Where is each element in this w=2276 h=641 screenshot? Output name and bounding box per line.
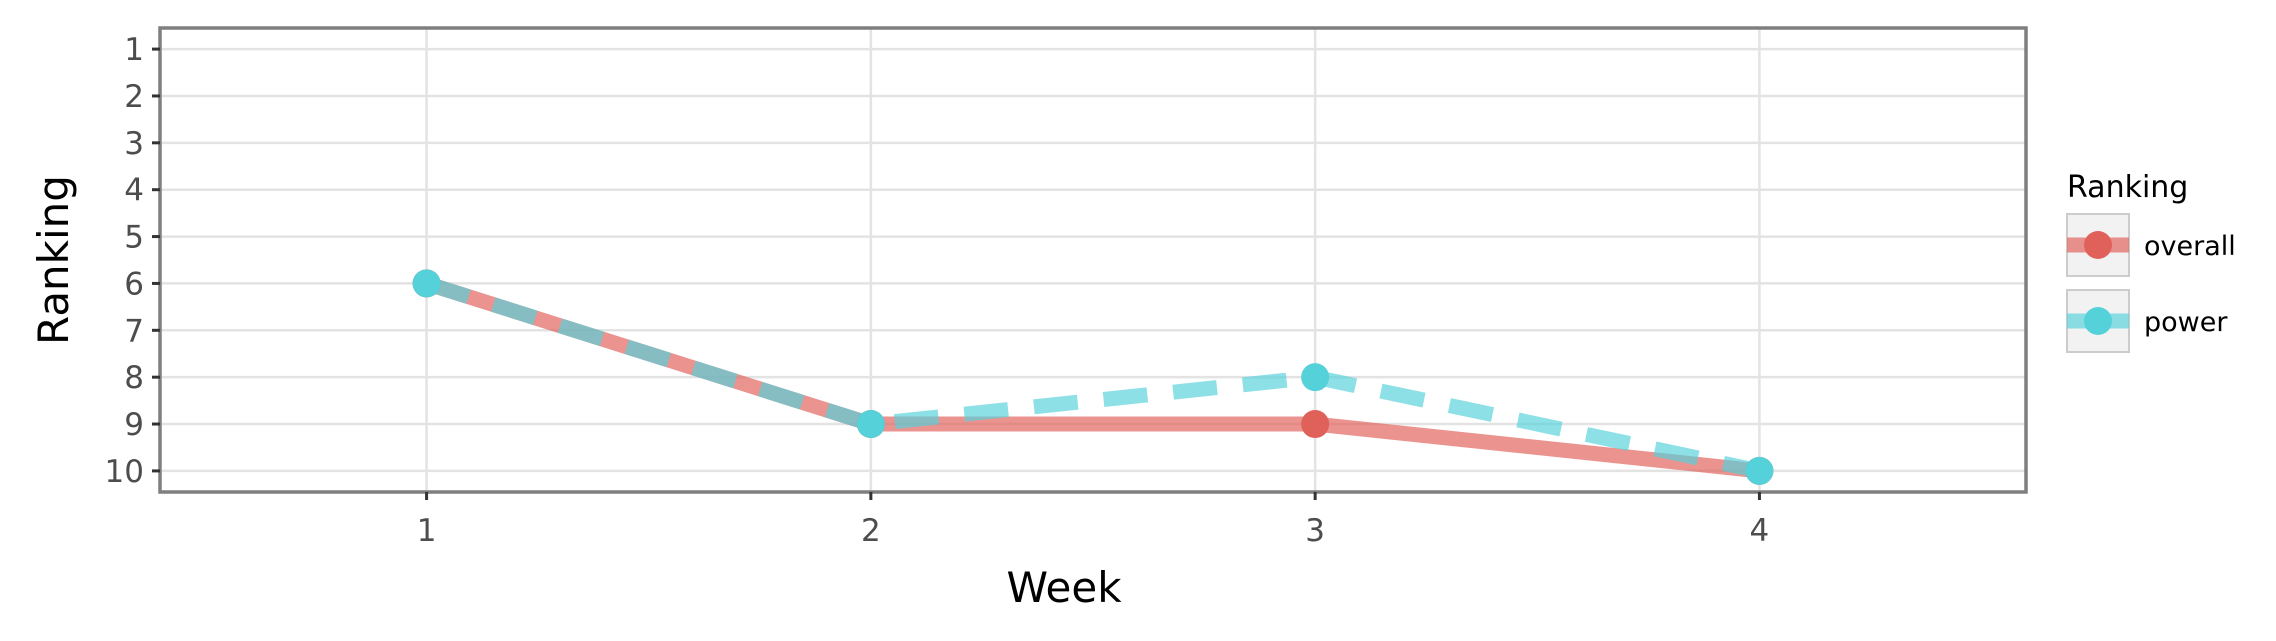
- axes: 1 2 3 4 5 6 7 8 9 10 1 2 3 4: [105, 32, 1770, 549]
- legend-title: Ranking: [2067, 170, 2188, 205]
- y-tick-label: 4: [124, 173, 144, 209]
- legend-label-overall: overall: [2144, 231, 2236, 262]
- data-point-power: [1301, 363, 1330, 392]
- series-layer: [412, 269, 1774, 485]
- data-point-power: [856, 410, 885, 439]
- series-line-power: [424, 276, 1761, 479]
- x-axis-title: Week: [1006, 563, 1122, 612]
- y-tick-label: 6: [124, 266, 144, 302]
- x-tick-label: 2: [861, 513, 881, 549]
- x-tick-label: 1: [417, 513, 437, 549]
- legend-key-point: [2084, 307, 2112, 335]
- y-tick-label: 7: [124, 313, 144, 349]
- plot-frame: [158, 26, 2028, 494]
- legend: Ranking overall power: [2066, 170, 2236, 353]
- y-tick-label: 3: [124, 126, 144, 162]
- y-tick-label: 8: [124, 360, 144, 396]
- y-tick-label: 5: [124, 220, 144, 256]
- x-tick-label: 3: [1305, 513, 1325, 549]
- data-point-power: [412, 269, 441, 298]
- plot-background: [160, 28, 2026, 492]
- y-tick-label: 10: [105, 454, 144, 490]
- y-tick-label: 2: [124, 79, 144, 115]
- y-axis-title: Ranking: [29, 175, 78, 345]
- y-tick-label: 1: [124, 32, 144, 68]
- legend-key-point: [2084, 231, 2112, 259]
- data-point-power: [1745, 456, 1774, 485]
- legend-label-power: power: [2144, 307, 2228, 338]
- y-tick-label: 9: [124, 407, 144, 443]
- data-point-overall: [1301, 410, 1330, 439]
- x-tick-label: 4: [1750, 513, 1770, 549]
